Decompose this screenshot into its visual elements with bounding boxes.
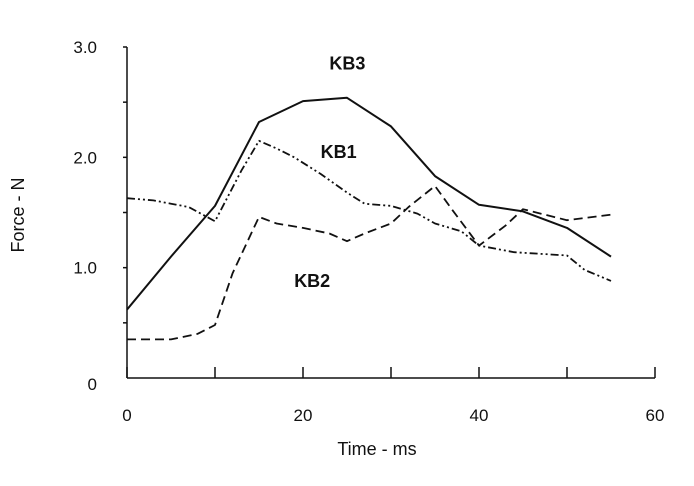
series-line-kb1: [126, 139, 612, 282]
y-tick-label: 0: [88, 375, 97, 394]
series-lines: [126, 96, 612, 341]
y-axis-title: Force - N: [8, 177, 28, 252]
tick-labels: 0 20 40 60 0 1.0 2.0 3.0: [73, 38, 664, 425]
x-tick-label: 60: [646, 406, 665, 425]
x-tick-label: 0: [122, 406, 131, 425]
series-label-kb2: KB2: [294, 271, 330, 291]
series-line-kb2: [127, 185, 612, 341]
x-axis-title: Time - ms: [337, 439, 416, 459]
ticks: [123, 46, 656, 378]
series-line-kb3: [126, 96, 612, 311]
series-label-kb3: KB3: [329, 54, 365, 74]
axes: [126, 47, 655, 379]
x-tick-label: 20: [294, 406, 313, 425]
y-tick-label: 2.0: [73, 148, 97, 167]
series-labels: KB3 KB1 KB2: [294, 54, 365, 291]
y-tick-label: 3.0: [73, 38, 97, 57]
series-label-kb1: KB1: [321, 142, 357, 162]
y-tick-label: 1.0: [73, 259, 97, 278]
x-tick-label: 40: [470, 406, 489, 425]
